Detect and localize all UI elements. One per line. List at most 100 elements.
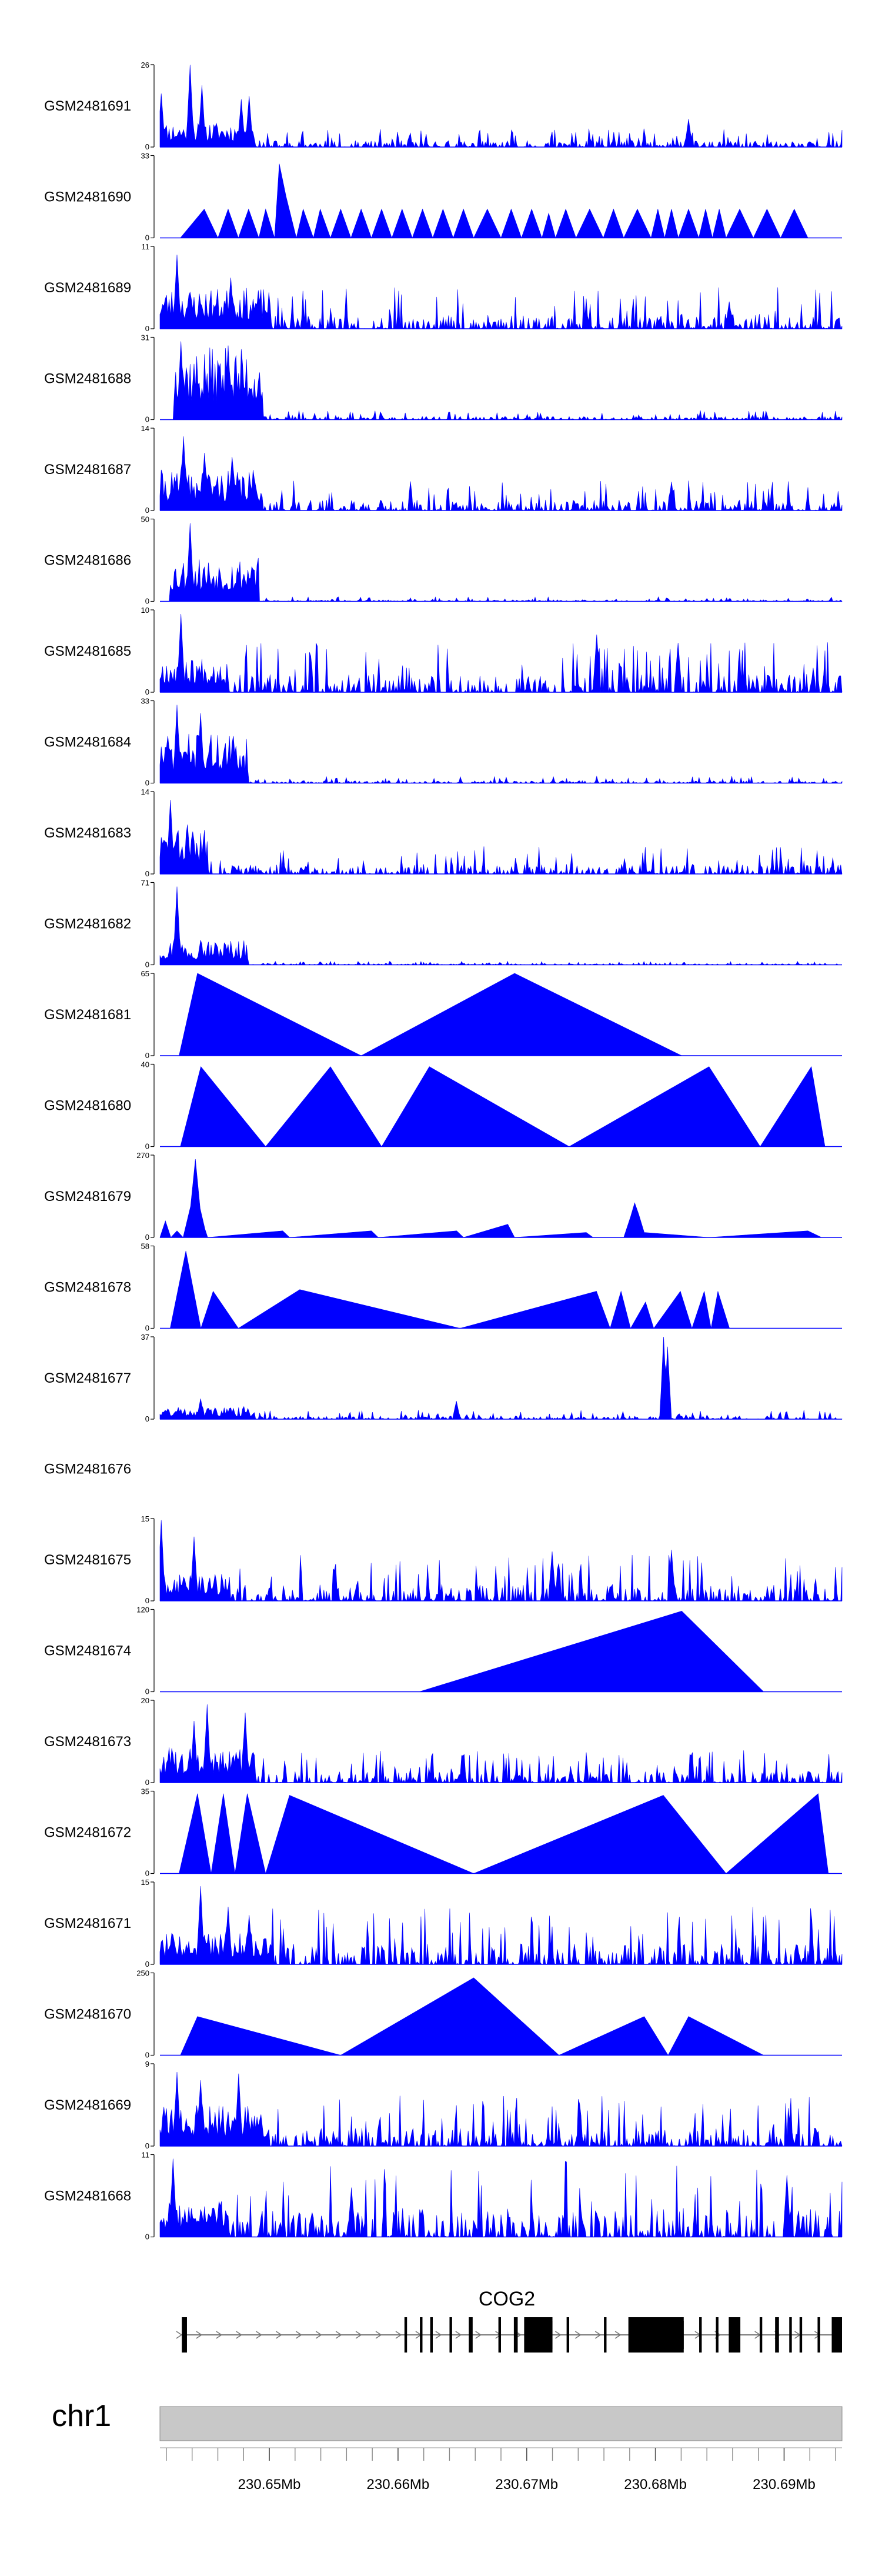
exon-block [775, 2317, 779, 2353]
y-tick-label-zero: 0 [145, 1869, 149, 1878]
exon-block [799, 2317, 803, 2353]
chromosome-ideogram-track: chr1 [52, 2399, 843, 2441]
y-tick-label-max: 65 [141, 969, 149, 978]
track-label: GSM2481675 [44, 1552, 131, 1568]
strand-arrow [355, 2331, 362, 2339]
track-label: GSM2481683 [44, 825, 131, 841]
track-label: GSM2481682 [44, 916, 131, 932]
exon-block [729, 2317, 741, 2353]
x-tick-label: 230.65Mb [238, 2477, 301, 2492]
coverage-area [159, 1159, 822, 1238]
track-GSM2481673: GSM2481673 20 0 [44, 1696, 843, 1787]
track-GSM2481690: GSM2481690 33 0 [44, 152, 842, 242]
exon-block [604, 2317, 607, 2353]
coverage-area [159, 886, 842, 966]
coverage-area [170, 1250, 784, 1329]
track-GSM2481677: GSM2481677 37 0 [44, 1333, 843, 1423]
exon-block [513, 2317, 518, 2353]
coverage-area [159, 613, 843, 693]
y-tick-label-max: 35 [141, 1787, 149, 1796]
track-label: GSM2481676 [44, 1461, 131, 1477]
y-tick-label-zero: 0 [145, 1414, 149, 1423]
track-GSM2481685: GSM2481685 10 0 [44, 606, 843, 696]
exon-block [817, 2317, 820, 2353]
track-GSM2481687: GSM2481687 14 0 [44, 424, 843, 515]
exon-block [420, 2317, 423, 2353]
track-GSM2481668: GSM2481668 11 0 [44, 2151, 843, 2241]
track-label: GSM2481691 [44, 98, 131, 114]
y-tick-label-max: 270 [136, 1151, 149, 1160]
coding-exon-block [525, 2321, 553, 2349]
y-tick-label-zero: 0 [145, 1142, 149, 1151]
track-label: GSM2481670 [44, 2007, 131, 2023]
y-tick-label-zero: 0 [145, 1687, 149, 1696]
track-GSM2481674: GSM2481674 120 0 [44, 1606, 842, 1696]
strand-arrow [594, 2331, 602, 2339]
track-label: GSM2481681 [44, 1007, 131, 1023]
chromosome-label: chr1 [52, 2399, 111, 2433]
strand-arrow [196, 2331, 203, 2339]
track-GSM2481686: GSM2481686 50 0 [44, 515, 843, 606]
track-GSM2481691: GSM2481691 26 0 [44, 61, 843, 151]
exon-block [759, 2317, 763, 2353]
y-tick-label-max: 71 [141, 879, 149, 887]
track-GSM2481689: GSM2481689 11 0 [44, 242, 843, 333]
track-label: GSM2481677 [44, 1370, 131, 1386]
y-tick-label-max: 120 [136, 1606, 149, 1614]
strand-arrow [295, 2331, 302, 2339]
y-tick-label-max: 20 [141, 1696, 149, 1705]
y-tick-label-max: 11 [142, 2151, 150, 2160]
x-tick-label: 230.66Mb [367, 2477, 430, 2492]
strand-arrow [554, 2331, 562, 2339]
coverage-area [159, 1704, 843, 1784]
strand-arrow [236, 2331, 243, 2339]
exon-block [716, 2317, 719, 2353]
y-tick-label-max: 33 [141, 152, 149, 161]
exon-block [699, 2317, 702, 2353]
exon-block [182, 2317, 187, 2353]
y-tick-label-max: 11 [142, 242, 150, 251]
y-tick-label-zero: 0 [145, 779, 149, 788]
y-tick-label-zero: 0 [145, 1324, 149, 1333]
coverage-area [159, 1520, 843, 1602]
track-label: GSM2481690 [44, 189, 131, 205]
exon-block [498, 2317, 501, 2353]
y-tick-label-max: 31 [141, 333, 149, 342]
y-tick-label-zero: 0 [145, 415, 149, 424]
coverage-area [159, 705, 843, 784]
coverage-area [179, 973, 682, 1056]
y-tick-label-zero: 0 [145, 1596, 149, 1605]
y-tick-label-max: 26 [141, 61, 149, 69]
strand-arrow [315, 2331, 322, 2339]
track-label: GSM2481674 [44, 1643, 131, 1659]
exon-block [449, 2317, 452, 2353]
strand-arrow [475, 2331, 482, 2339]
track-GSM2481672: GSM2481672 35 0 [44, 1787, 842, 1878]
exon-block [404, 2317, 407, 2353]
strand-arrow [256, 2331, 262, 2339]
y-tick-label-zero: 0 [145, 688, 149, 696]
track-GSM2481682: GSM2481682 71 0 [44, 879, 842, 969]
strand-arrow [614, 2331, 622, 2339]
gene-model-track: COG2 [176, 2288, 842, 2353]
track-GSM2481681: GSM2481681 65 0 [44, 969, 842, 1060]
coverage-area [159, 1336, 843, 1420]
strand-arrow [395, 2331, 402, 2339]
y-tick-label-max: 15 [141, 1878, 149, 1887]
track-label: GSM2481673 [44, 1734, 131, 1750]
track-label: GSM2481688 [44, 371, 131, 387]
track-label: GSM2481668 [44, 2188, 131, 2204]
y-tick-label-zero: 0 [145, 1778, 149, 1787]
exon-block [566, 2317, 569, 2353]
exon-block [469, 2317, 473, 2353]
coverage-area [159, 64, 843, 148]
y-tick-label-max: 37 [141, 1333, 149, 1342]
track-label: GSM2481687 [44, 462, 131, 478]
strand-arrow [276, 2331, 282, 2339]
exon-block [789, 2317, 792, 2353]
y-tick-label-zero: 0 [145, 2141, 149, 2150]
coverage-area [159, 436, 843, 512]
strand-arrow [574, 2331, 582, 2339]
track-label: GSM2481672 [44, 1825, 131, 1841]
